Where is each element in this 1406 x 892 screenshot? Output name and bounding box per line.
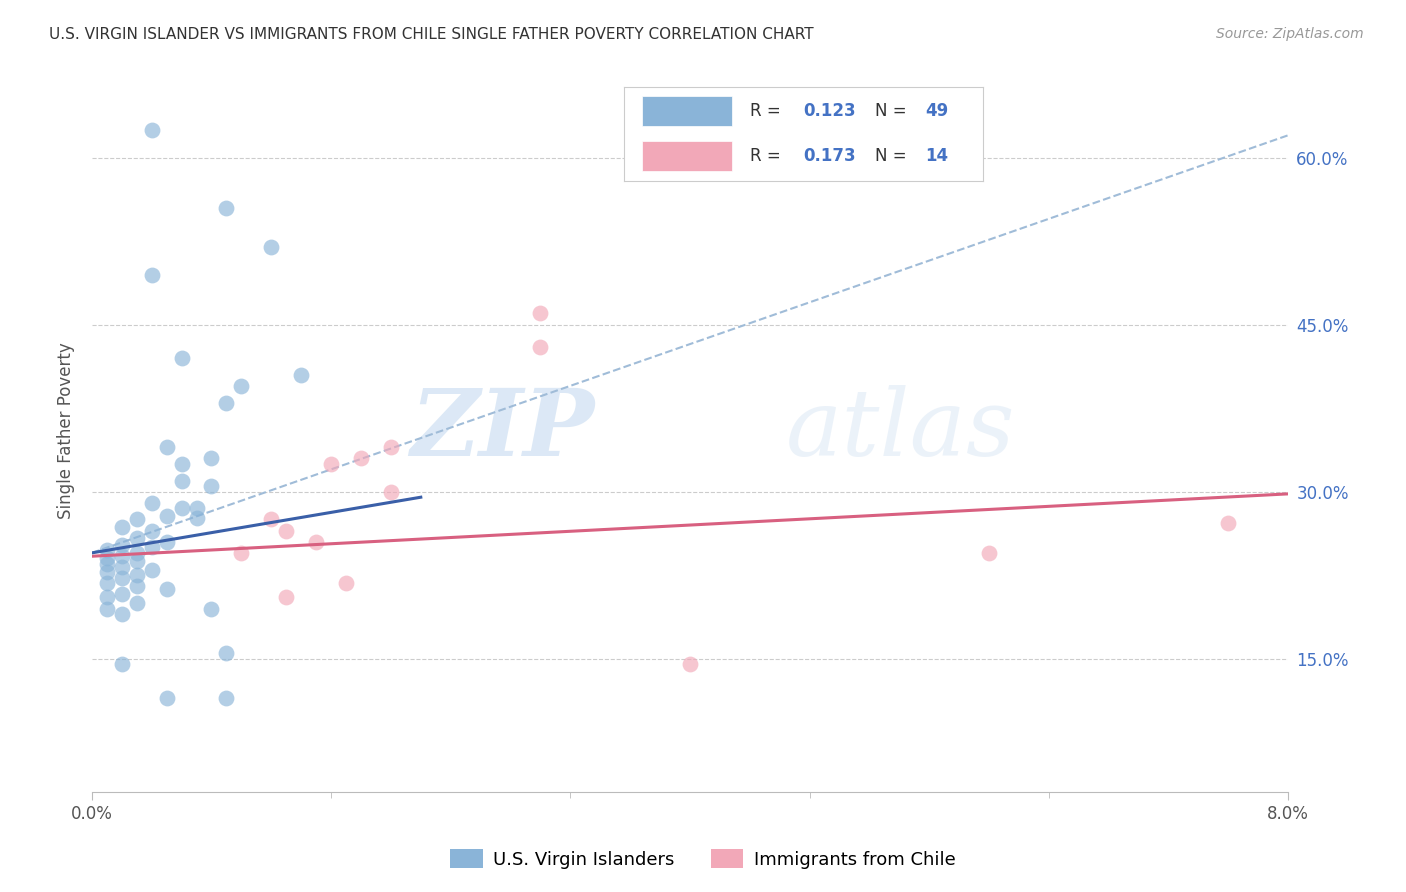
Point: [96, 576, 118, 591]
Point: [96, 557, 118, 571]
Point: [529, 306, 551, 320]
Point: [125, 512, 148, 526]
Point: [215, 646, 238, 660]
Point: [141, 541, 163, 555]
Text: atlas: atlas: [786, 385, 1015, 475]
Point: [260, 512, 283, 526]
Point: [141, 268, 163, 282]
Point: [125, 579, 148, 593]
Point: [186, 501, 208, 516]
Point: [96, 565, 118, 579]
Point: [125, 554, 148, 568]
Point: [170, 457, 193, 471]
Point: [125, 596, 148, 610]
Point: [977, 546, 1000, 560]
Text: Source: ZipAtlas.com: Source: ZipAtlas.com: [1216, 27, 1364, 41]
Point: [96, 601, 118, 615]
Point: [141, 122, 163, 136]
Point: [260, 240, 283, 254]
Point: [111, 549, 134, 564]
Point: [111, 657, 134, 672]
Point: [679, 657, 702, 672]
Point: [125, 568, 148, 582]
Point: [529, 340, 551, 354]
Point: [186, 511, 208, 525]
Text: U.S. VIRGIN ISLANDER VS IMMIGRANTS FROM CHILE SINGLE FATHER POVERTY CORRELATION : U.S. VIRGIN ISLANDER VS IMMIGRANTS FROM …: [49, 27, 814, 42]
Point: [380, 484, 402, 499]
Point: [200, 451, 222, 466]
Point: [319, 457, 342, 471]
Point: [335, 576, 357, 591]
Point: [155, 690, 177, 705]
Point: [170, 351, 193, 365]
Point: [96, 551, 118, 566]
Point: [215, 201, 238, 215]
Point: [111, 538, 134, 552]
Point: [200, 479, 222, 493]
Point: [200, 601, 222, 615]
Point: [170, 474, 193, 488]
Point: [215, 690, 238, 705]
Point: [141, 563, 163, 577]
Point: [141, 524, 163, 538]
Point: [111, 520, 134, 534]
Point: [380, 440, 402, 454]
Point: [111, 560, 134, 574]
Point: [290, 368, 312, 382]
Point: [111, 572, 134, 586]
Point: [305, 534, 328, 549]
Point: [96, 542, 118, 557]
Point: [155, 509, 177, 524]
Point: [215, 395, 238, 409]
Point: [125, 532, 148, 546]
Point: [111, 607, 134, 621]
Point: [96, 591, 118, 605]
Point: [155, 582, 177, 596]
Point: [1218, 516, 1240, 530]
Y-axis label: Single Father Poverty: Single Father Poverty: [58, 342, 75, 519]
Text: ZIP: ZIP: [411, 385, 595, 475]
Point: [155, 534, 177, 549]
Point: [170, 501, 193, 516]
Point: [276, 591, 298, 605]
Point: [231, 379, 253, 393]
Point: [350, 451, 373, 466]
Point: [111, 587, 134, 601]
Point: [231, 546, 253, 560]
Point: [155, 440, 177, 454]
Point: [141, 496, 163, 510]
Legend: U.S. Virgin Islanders, Immigrants from Chile: U.S. Virgin Islanders, Immigrants from C…: [443, 842, 963, 876]
Point: [276, 524, 298, 538]
Point: [125, 546, 148, 560]
